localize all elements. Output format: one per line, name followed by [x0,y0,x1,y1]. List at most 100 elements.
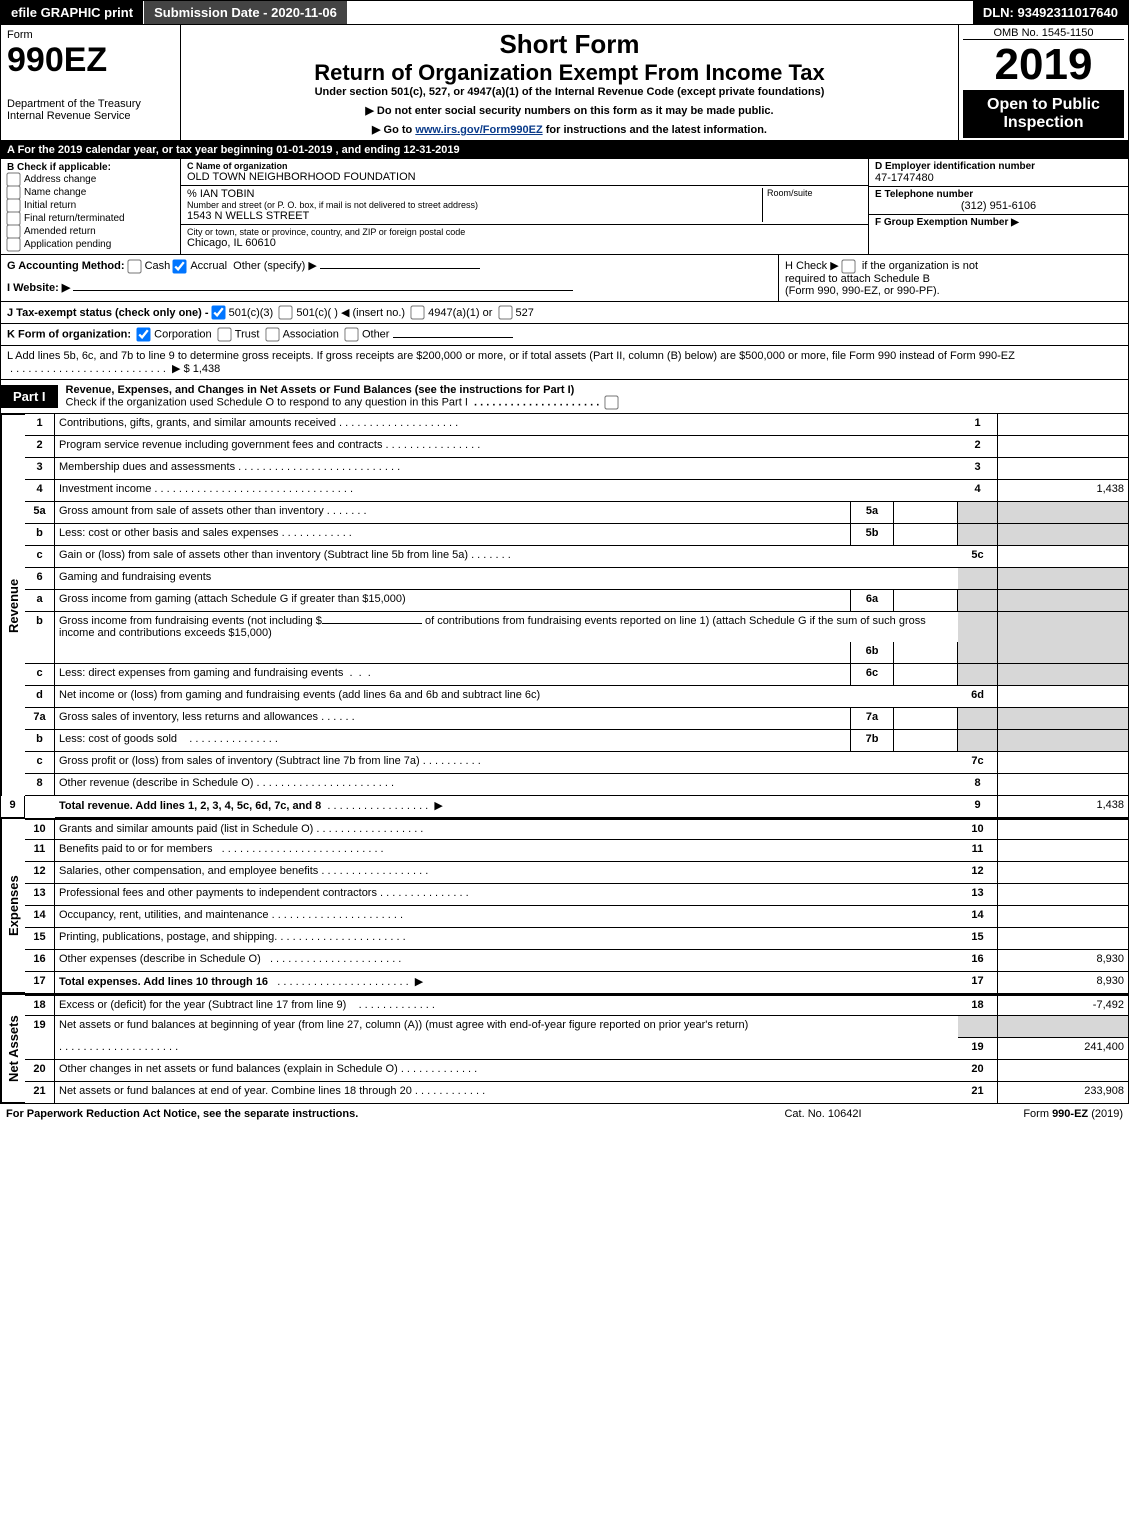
check-trust[interactable] [217,328,231,342]
room-label: Room/suite [767,188,862,198]
line19-desc: Net assets or fund balances at beginning… [55,1016,958,1038]
line6b-blank[interactable] [322,623,422,624]
check-cash[interactable] [127,259,141,273]
check-other-org[interactable] [344,328,358,342]
line6a-subn: 6a [850,590,894,612]
line3-desc: Membership dues and assessments . . . . … [55,458,958,480]
line7b-subn: 7b [850,730,894,752]
line6a-num: a [25,590,55,612]
form-header: Form 990EZ Department of the Treasury In… [0,25,1129,141]
label-application-pending: Application pending [24,239,111,250]
line9-ln: 9 [958,796,998,818]
phone-value: (312) 951-6106 [875,200,1122,212]
street-value: 1543 N WELLS STREET [187,210,762,222]
website-input[interactable] [73,290,573,291]
section-j: J Tax-exempt status (check only one) - 5… [0,302,1129,325]
city-label: City or town, state or province, country… [187,227,862,237]
label-4947a1: 4947(a)(1) or [428,307,492,319]
line6-ln-grey [958,568,998,590]
label-accrual: Accrual [190,260,227,272]
line5b-num: b [25,524,55,546]
check-501c[interactable] [279,306,293,320]
line18-ln: 18 [958,994,998,1016]
line11-num: 11 [25,840,55,862]
check-527[interactable] [498,306,512,320]
line14-ln: 14 [958,906,998,928]
header-left: Form 990EZ Department of the Treasury In… [1,25,181,140]
line7a-ln-grey [958,708,998,730]
line5c-val [998,546,1128,568]
goto-suffix: for instructions and the latest informat… [546,124,767,136]
line9-desc: Total revenue. Add lines 1, 2, 3, 4, 5c,… [55,796,958,818]
footer-left: For Paperwork Reduction Act Notice, see … [6,1108,723,1120]
part1-check-line: Check if the organization used Schedule … [66,397,468,409]
check-accrual[interactable] [173,259,187,273]
line15-num: 15 [25,928,55,950]
line18-desc: Excess or (deficit) for the year (Subtra… [55,994,958,1016]
check-4947a1[interactable] [411,306,425,320]
netassets-side-label: Net Assets [1,994,25,1104]
ein-label: D Employer identification number [875,161,1122,172]
line5b-ln-grey [958,524,998,546]
line21-desc: Net assets or fund balances at end of ye… [55,1082,958,1104]
line6c-ln-grey [958,664,998,686]
other-org-input[interactable] [393,337,513,338]
check-corporation[interactable] [137,328,151,342]
line8-ln: 8 [958,774,998,796]
check-application-pending[interactable] [6,237,20,251]
line16-desc: Other expenses (describe in Schedule O) … [55,950,958,972]
line5a-subv [894,502,958,524]
h-ifnot: if the organization is not [862,260,978,272]
check-501c3[interactable] [211,306,225,320]
ein-value: 47-1747480 [875,172,1122,184]
line19-desc-cont: . . . . . . . . . . . . . . . . . . . . [55,1038,958,1060]
entity-block: B Check if applicable: Address change Na… [0,159,1129,255]
line6d-ln: 6d [958,686,998,708]
line19-num: 19 [25,1016,55,1060]
line7c-ln: 7c [958,752,998,774]
dept-treasury: Department of the Treasury [7,98,174,110]
part1-grid: Revenue 1 Contributions, gifts, grants, … [0,414,1129,1104]
part1-title-text: Revenue, Expenses, and Changes in Net As… [66,384,575,396]
line2-num: 2 [25,436,55,458]
line12-val [998,862,1128,884]
section-k: K Form of organization: Corporation Trus… [0,324,1129,346]
line19-val: 241,400 [998,1038,1128,1060]
form-number: 990EZ [7,41,174,80]
line18-num: 18 [25,994,55,1016]
check-association[interactable] [265,328,279,342]
check-schedule-o-part1[interactable] [605,396,619,410]
org-name-label: C Name of organization [187,161,862,171]
line10-num: 10 [25,818,55,840]
line11-val [998,840,1128,862]
line15-val [998,928,1128,950]
accounting-method-label: G Accounting Method: [7,260,125,272]
check-schedule-b-not-required[interactable] [841,259,855,273]
revenue-side-label: Revenue [1,414,25,796]
other-method-input[interactable] [320,268,480,269]
line5b-desc: Less: cost or other basis and sales expe… [55,524,850,546]
line5c-desc: Gain or (loss) from sale of assets other… [55,546,958,568]
efile-print-button[interactable]: efile GRAPHIC print [1,1,143,24]
line6b-num: b [25,612,55,664]
line21-num: 21 [25,1082,55,1104]
part1-title: Revenue, Expenses, and Changes in Net As… [58,380,1128,413]
h-text3: (Form 990, 990-EZ, or 990-PF). [785,285,940,297]
top-bar: efile GRAPHIC print Submission Date - 20… [0,0,1129,25]
label-amended-return: Amended return [24,226,96,237]
line13-val [998,884,1128,906]
line19-ln-grey [958,1016,998,1038]
label-501c3: 501(c)(3) [229,307,274,319]
line11-desc: Benefits paid to or for members . . . . … [55,840,958,862]
line7c-desc: Gross profit or (loss) from sales of inv… [55,752,958,774]
line1-num: 1 [25,414,55,436]
line4-num: 4 [25,480,55,502]
line1-val [998,414,1128,436]
k-label: K Form of organization: [7,329,131,341]
line18-val: -7,492 [998,994,1128,1016]
line5b-val-grey [998,524,1128,546]
line3-val [998,458,1128,480]
line7b-desc: Less: cost of goods sold . . . . . . . .… [55,730,850,752]
irs-link[interactable]: www.irs.gov/Form990EZ [415,124,542,136]
website-label: I Website: ▶ [7,282,70,294]
